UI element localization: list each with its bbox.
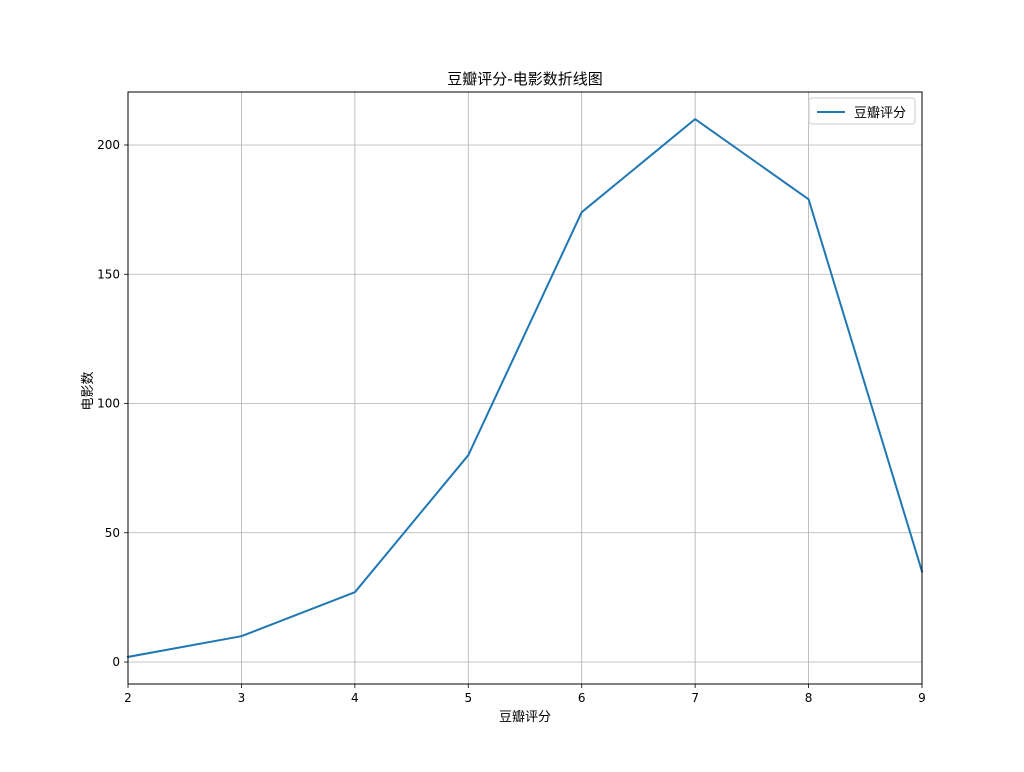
legend: 豆瓣评分 — [808, 97, 916, 125]
y-tick-label: 0 — [112, 655, 120, 669]
y-axis-ticks: 0 50 100 150 200 — [97, 138, 128, 669]
x-axis-label: 豆瓣评分 — [499, 710, 551, 725]
x-tick-label: 6 — [578, 691, 586, 705]
chart-title: 豆瓣评分-电影数折线图 — [447, 70, 602, 88]
y-tick-label: 100 — [97, 397, 120, 411]
x-tick-label: 9 — [918, 691, 926, 705]
y-axis-label: 电影数 — [81, 371, 96, 410]
x-axis-ticks: 2 3 4 5 6 7 8 9 — [124, 684, 926, 705]
x-tick-label: 7 — [691, 691, 699, 705]
x-tick-label: 2 — [124, 691, 132, 705]
legend-label: 豆瓣评分 — [854, 106, 906, 121]
legend-box — [808, 97, 916, 125]
x-tick-label: 8 — [805, 691, 813, 705]
y-tick-label: 200 — [97, 138, 120, 152]
x-tick-label: 3 — [238, 691, 246, 705]
y-tick-label: 50 — [105, 526, 120, 540]
series-lines — [126, 118, 924, 659]
x-tick-label: 5 — [464, 691, 472, 705]
x-tick-label: 4 — [351, 691, 359, 705]
plot-frame — [127, 91, 923, 685]
series-line — [126, 118, 924, 659]
y-tick-label: 150 — [97, 267, 120, 281]
